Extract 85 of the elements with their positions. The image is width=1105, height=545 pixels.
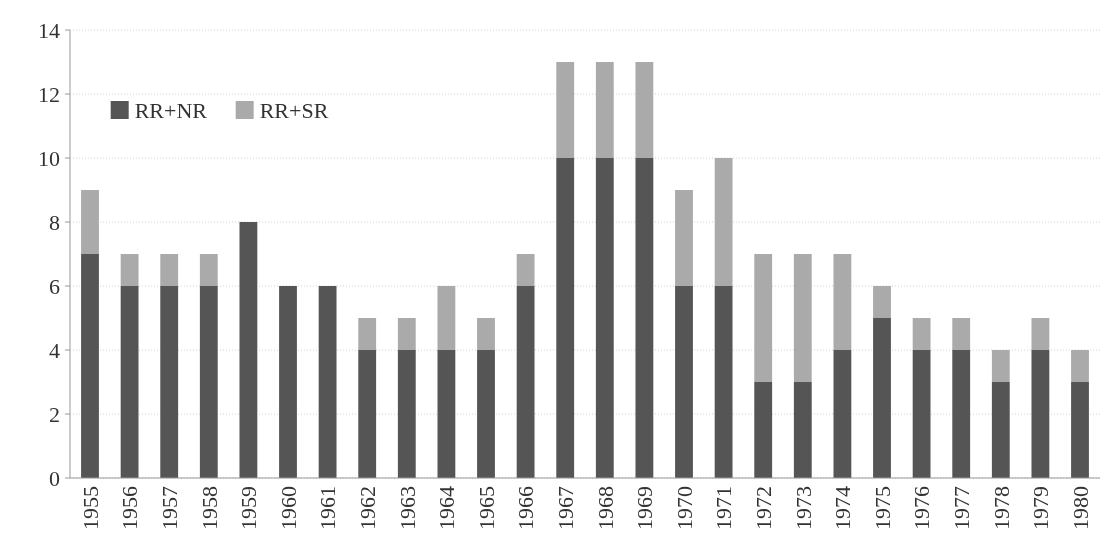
- x-tick-label: 1967: [552, 486, 578, 530]
- bar: [873, 286, 891, 318]
- legend-label: RR+SR: [259, 97, 329, 123]
- x-tick-label: 1971: [711, 486, 737, 530]
- x-tick-label: 1958: [196, 486, 222, 530]
- x-tick-label: 1979: [1028, 486, 1054, 530]
- bar: [635, 158, 654, 478]
- x-tick-label: 1976: [909, 486, 935, 530]
- bar: [991, 382, 1010, 478]
- bar: [318, 286, 337, 478]
- bar: [120, 254, 139, 286]
- y-tick-label: 8: [49, 209, 60, 235]
- x-tick-label: 1965: [473, 486, 499, 530]
- y-tick-label: 0: [49, 465, 60, 491]
- x-tick-label: 1961: [315, 486, 341, 530]
- x-tick-label: 1955: [77, 486, 103, 530]
- y-tick-label: 14: [38, 17, 60, 43]
- bar: [516, 254, 535, 286]
- x-tick-label: 1972: [750, 486, 776, 530]
- bar: [1031, 350, 1050, 478]
- bar: [833, 350, 852, 478]
- x-tick-label: 1963: [394, 486, 420, 530]
- bar: [793, 382, 812, 478]
- bar: [199, 286, 218, 478]
- bar: [714, 158, 733, 286]
- bar: [516, 286, 535, 478]
- x-tick-label: 1975: [869, 486, 895, 530]
- bar: [793, 254, 812, 382]
- x-tick-label: 1974: [830, 486, 856, 530]
- bar: [437, 286, 456, 350]
- y-tick-label: 2: [49, 401, 60, 427]
- x-tick-label: 1962: [354, 486, 380, 530]
- bar: [239, 222, 258, 478]
- bar: [1031, 318, 1050, 350]
- bar: [160, 286, 179, 478]
- x-tick-label: 1977: [948, 486, 974, 530]
- bar: [833, 254, 852, 350]
- x-tick-label: 1956: [117, 486, 143, 530]
- bar: [714, 286, 733, 478]
- bar: [1071, 382, 1089, 478]
- bar: [595, 62, 614, 158]
- bar: [477, 318, 495, 350]
- bar: [952, 318, 971, 350]
- x-tick-label: 1970: [671, 486, 697, 530]
- bar: [952, 350, 971, 478]
- y-tick-label: 12: [38, 81, 60, 107]
- bar: [358, 350, 377, 478]
- bar: [675, 190, 693, 286]
- legend-label: RR+NR: [134, 97, 208, 123]
- bar: [991, 350, 1010, 382]
- x-tick-label: 1978: [988, 486, 1014, 530]
- x-tick-label: 1980: [1067, 486, 1093, 530]
- y-tick-label: 4: [49, 337, 60, 363]
- bar: [556, 62, 575, 158]
- bar: [595, 158, 614, 478]
- bar: [397, 318, 416, 350]
- x-tick-label: 1960: [275, 486, 301, 530]
- bar: [81, 254, 99, 478]
- bar: [358, 318, 377, 350]
- bar: [477, 350, 495, 478]
- y-tick-label: 10: [38, 145, 60, 171]
- y-tick-label: 6: [49, 273, 60, 299]
- bar: [437, 350, 456, 478]
- bar: [160, 254, 179, 286]
- x-tick-label: 1959: [236, 486, 262, 530]
- bar: [81, 190, 99, 254]
- x-tick-label: 1957: [156, 486, 182, 530]
- bar: [120, 286, 139, 478]
- bar: [199, 254, 218, 286]
- x-tick-label: 1973: [790, 486, 816, 530]
- x-tick-label: 1966: [513, 486, 539, 530]
- bar: [754, 382, 773, 478]
- bar: [912, 350, 931, 478]
- x-tick-label: 1968: [592, 486, 618, 530]
- bar: [556, 158, 575, 478]
- x-tick-label: 1964: [434, 486, 460, 530]
- bar: [279, 286, 297, 478]
- bar: [635, 62, 654, 158]
- bar: [754, 254, 773, 382]
- bar: [675, 286, 693, 478]
- bar: [1071, 350, 1089, 382]
- x-tick-label: 1969: [632, 486, 658, 530]
- bar: [873, 318, 891, 478]
- bar: [912, 318, 931, 350]
- bar: [397, 350, 416, 478]
